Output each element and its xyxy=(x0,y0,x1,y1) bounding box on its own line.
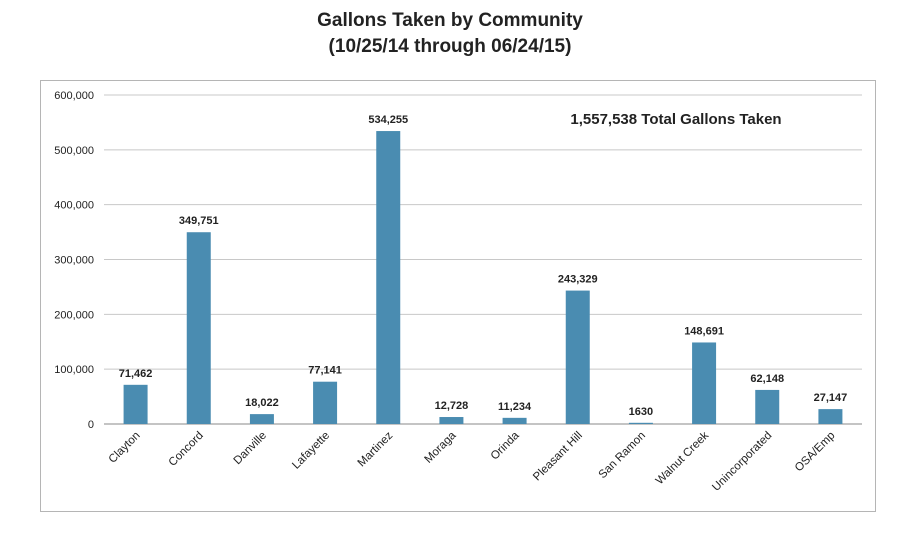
y-tick-label: 400,000 xyxy=(54,200,94,212)
bar xyxy=(565,290,590,424)
bar xyxy=(186,232,211,424)
data-label: 27,147 xyxy=(814,392,848,404)
y-tick-label: 0 xyxy=(88,419,94,431)
grid-lines xyxy=(104,94,862,425)
data-label: 11,234 xyxy=(498,401,532,413)
bar xyxy=(249,414,274,424)
data-label: 1630 xyxy=(629,406,653,418)
category-labels: Clayton Concord Danville Lafayette Martinez M… xyxy=(107,429,838,494)
data-label: 243,329 xyxy=(558,274,598,286)
data-label: 18,022 xyxy=(245,397,279,409)
bar xyxy=(818,409,843,424)
bar xyxy=(692,342,717,424)
chart-subtitle: (10/25/14 through 06/24/15) xyxy=(328,36,572,57)
y-tick-label: 300,000 xyxy=(54,255,94,267)
category-label: Moraga xyxy=(422,429,458,465)
bar xyxy=(502,417,527,424)
category-label: Lafayette xyxy=(290,430,332,472)
y-tick-label: 500,000 xyxy=(54,145,94,157)
data-label: 62,148 xyxy=(750,373,784,385)
category-label: Orinda xyxy=(489,429,522,462)
bar xyxy=(439,417,464,424)
data-label: 71,462 xyxy=(119,368,153,380)
bar xyxy=(628,422,653,424)
category-label: Clayton xyxy=(107,430,143,466)
chart-frame xyxy=(40,80,876,512)
y-axis-ticks: 0 100,000 200,000 300,000 400,000 500,000 600,… xyxy=(54,90,94,431)
category-label: OSA/Emp xyxy=(793,430,838,475)
category-label: Danville xyxy=(232,430,269,467)
bar xyxy=(123,384,148,424)
data-label: 534,255 xyxy=(368,114,408,126)
category-label: Walnut Creek xyxy=(654,429,712,487)
category-label: Concord xyxy=(167,430,206,469)
category-label: San Ramon xyxy=(597,430,648,481)
data-label: 12,728 xyxy=(435,400,469,412)
title-block: Gallons Taken by Community (10/25/14 thr… xyxy=(0,8,900,60)
data-label: 77,141 xyxy=(308,365,342,377)
category-label: Unincorporated xyxy=(710,430,774,494)
category-label: Martinez xyxy=(356,429,396,469)
bars xyxy=(123,131,843,424)
bar xyxy=(376,131,401,424)
y-tick-label: 600,000 xyxy=(54,90,94,102)
data-label: 148,691 xyxy=(684,325,724,337)
chart-title: Gallons Taken by Community xyxy=(317,10,583,31)
y-tick-label: 200,000 xyxy=(54,309,94,321)
total-annotation: 1,557,538 Total Gallons Taken xyxy=(570,111,781,128)
y-tick-label: 100,000 xyxy=(54,364,94,376)
category-label: Pleasant Hill xyxy=(531,430,585,484)
data-label: 349,751 xyxy=(179,215,219,227)
bar xyxy=(755,389,780,424)
bar xyxy=(313,381,338,424)
data-labels: 71,462 349,751 18,022 77,141 534,255 12,728 11… xyxy=(119,114,847,418)
